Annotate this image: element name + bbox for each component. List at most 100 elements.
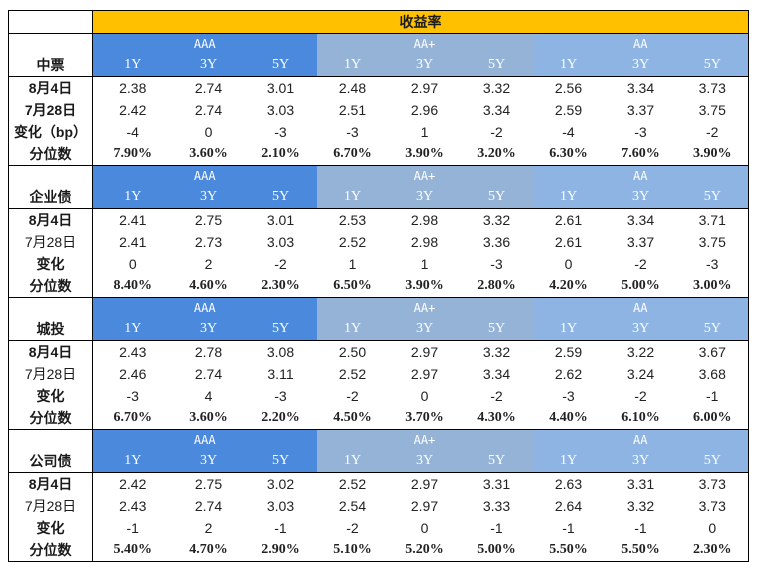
table-cell: 2.61 — [532, 208, 605, 231]
table-cell: 2.90% — [244, 539, 317, 562]
table-row: 8月4日 2.43 2.78 3.08 2.50 2.97 3.32 2.59 3.22 3.67 — [8, 340, 749, 363]
table-cell: 2.42 — [119, 102, 147, 118]
table-cell: 2 — [204, 256, 213, 272]
table-cell: 0 — [420, 520, 429, 536]
row-label: 变化 — [8, 253, 93, 275]
table-row: 分位数 6.70% 3.60% 2.20% 4.50% 3.70% 4.30% 4.40% 6.… — [8, 407, 749, 430]
section-group-header-row: AAA AA+ AA — [8, 33, 749, 54]
table-cell: 6.70% — [316, 143, 389, 166]
table-title: 收益率 — [92, 10, 749, 34]
rating-group-header: AA+ — [316, 297, 533, 318]
table-cell: 3.33 — [482, 498, 511, 514]
rating-group-header: AA+ — [316, 33, 533, 54]
table-row: 8月4日 2.38 2.74 3.01 2.48 2.97 3.32 2.56 3.34 3.73 — [8, 76, 749, 99]
table-cell: -2 — [490, 124, 503, 140]
table-cell: 0 — [564, 256, 573, 272]
title-row: 收益率 — [8, 10, 749, 34]
table-cell: 2.46 — [119, 366, 147, 382]
table-cell: 3.22 — [604, 340, 677, 363]
table-cell: -1 — [562, 520, 575, 536]
table-cell: 3.90% — [388, 143, 461, 166]
tenor-header: 1Y — [92, 318, 173, 341]
table-cell: 8.40% — [92, 275, 173, 298]
table-cell: 2.97 — [410, 498, 439, 514]
tenor-header: 3Y — [172, 54, 245, 77]
section-spacer-cell — [8, 297, 93, 318]
section-name: 城投 — [8, 318, 93, 341]
table-cell: 3.31 — [460, 472, 533, 495]
rating-group-header: AA — [532, 165, 749, 186]
tenor-header: 1Y — [532, 186, 605, 209]
section-tenor-row: 公司债 1Y 3Y 5Y 1Y 3Y 5Y 1Y 3Y 5Y — [8, 450, 749, 473]
table-cell: 2.97 — [388, 472, 461, 495]
table-cell: 2.74 — [194, 498, 223, 514]
table-cell: 3.03 — [266, 102, 295, 118]
tenor-header: 1Y — [316, 186, 389, 209]
table-cell: 2.80% — [460, 275, 533, 298]
table-cell: 3.60% — [172, 407, 245, 430]
rating-group-header: AA+ — [316, 429, 533, 450]
table-cell: 3.75 — [698, 102, 726, 118]
table-cell: 2.75 — [172, 208, 245, 231]
row-label: 8月4日 — [8, 208, 93, 231]
yield-table-container: 收益率 AAA AA+ AA 中票 1Y 3Y 5Y 1Y 3Y 5Y 1Y 3Y 5Y 8月4日 2.38… — [8, 10, 749, 562]
tenor-header: 5Y — [460, 186, 533, 209]
section-tenor-row: 企业债 1Y 3Y 5Y 1Y 3Y 5Y 1Y 3Y 5Y — [8, 186, 749, 209]
table-cell: -2 — [490, 388, 503, 404]
table-cell: 2.42 — [92, 472, 173, 495]
table-cell: 2 — [204, 520, 213, 536]
table-cell: 2.43 — [92, 340, 173, 363]
table-row: 8月4日 2.41 2.75 3.01 2.53 2.98 3.32 2.61 3.34 3.71 — [8, 208, 749, 231]
table-cell: 4.50% — [316, 407, 389, 430]
table-row: 7月28日 2.43 2.74 3.03 2.54 2.97 3.33 2.64 3.32 3.7… — [8, 495, 749, 517]
table-cell: 2.43 — [119, 498, 147, 514]
table-cell: 3.01 — [244, 76, 317, 99]
table-cell: 2.78 — [172, 340, 245, 363]
table-cell: 3.37 — [626, 102, 655, 118]
tenor-header: 5Y — [676, 54, 749, 77]
table-cell: 3.08 — [244, 340, 317, 363]
tenor-header: 3Y — [604, 450, 677, 473]
table-cell: 2.98 — [388, 208, 461, 231]
table-cell: -4 — [562, 124, 575, 140]
tenor-header: 1Y — [92, 54, 173, 77]
table-cell: 3.00% — [676, 275, 749, 298]
table-cell: 2.63 — [532, 472, 605, 495]
table-row: 8月4日 2.42 2.75 3.02 2.52 2.97 3.31 2.63 3.31 3.73 — [8, 472, 749, 495]
table-cell: 2.20% — [244, 407, 317, 430]
table-cell: 4.30% — [460, 407, 533, 430]
table-cell: 3.24 — [626, 366, 655, 382]
table-cell: -3 — [126, 388, 139, 404]
table-cell: 2.48 — [316, 76, 389, 99]
section-group-header-row: AAA AA+ AA — [8, 165, 749, 186]
row-label: 8月4日 — [8, 76, 93, 99]
table-cell: 3.73 — [676, 76, 749, 99]
table-cell: 3.90% — [388, 275, 461, 298]
tenor-header: 3Y — [388, 318, 461, 341]
table-cell: 1 — [420, 124, 429, 140]
section-group-header-row: AAA AA+ AA — [8, 429, 749, 450]
table-cell: 1 — [420, 256, 429, 272]
table-cell: 6.10% — [604, 407, 677, 430]
table-cell: -3 — [634, 124, 647, 140]
tenor-header: 5Y — [244, 186, 317, 209]
rating-group-header: AAA — [92, 165, 317, 186]
table-cell: 6.00% — [676, 407, 749, 430]
table-cell: 3.90% — [676, 143, 749, 166]
table-cell: 3.73 — [676, 472, 749, 495]
table-cell: 4.60% — [172, 275, 245, 298]
table-cell: 2.30% — [244, 275, 317, 298]
row-label: 变化 — [8, 517, 93, 539]
table-cell: 2.73 — [194, 234, 223, 250]
table-cell: 3.37 — [626, 234, 655, 250]
table-cell: 2.96 — [410, 102, 439, 118]
table-cell: 3.71 — [676, 208, 749, 231]
table-cell: 3.03 — [266, 234, 295, 250]
table-cell: 2.61 — [554, 234, 583, 250]
table-cell: -3 — [490, 256, 503, 272]
table-cell: 5.20% — [388, 539, 461, 562]
table-cell: 2.52 — [338, 366, 367, 382]
tenor-header: 1Y — [532, 450, 605, 473]
table-cell: -3 — [274, 388, 287, 404]
table-row: 7月28日 2.41 2.73 3.03 2.52 2.98 3.36 2.61 3.37 3.7… — [8, 231, 749, 253]
